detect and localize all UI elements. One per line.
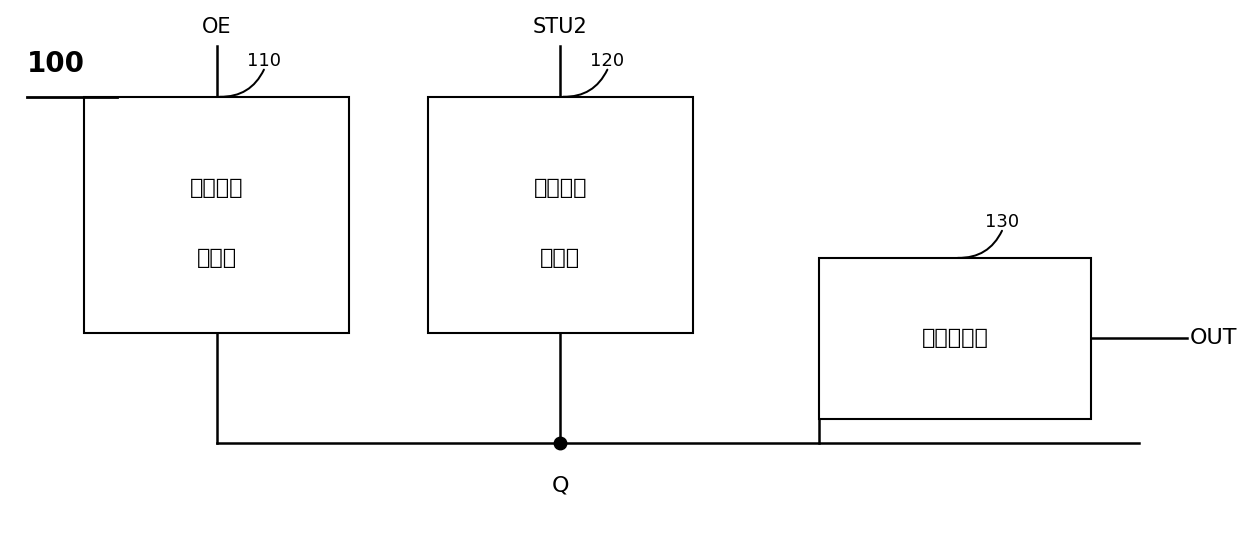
Text: 输出子电路: 输出子电路 bbox=[921, 328, 988, 349]
Text: 110: 110 bbox=[247, 52, 281, 70]
Text: 子电路: 子电路 bbox=[197, 248, 237, 268]
Text: 显示输入: 显示输入 bbox=[533, 178, 587, 198]
Text: 消隐输入: 消隐输入 bbox=[190, 178, 243, 198]
Text: Q: Q bbox=[552, 475, 569, 495]
Text: OE: OE bbox=[202, 17, 232, 37]
Bar bbox=[428, 97, 693, 333]
Text: 子电路: 子电路 bbox=[541, 248, 580, 268]
Text: OUT: OUT bbox=[1189, 328, 1236, 349]
Bar bbox=[84, 97, 350, 333]
Text: 120: 120 bbox=[590, 52, 625, 70]
Text: 130: 130 bbox=[985, 213, 1019, 231]
Text: 100: 100 bbox=[26, 50, 84, 78]
Text: STU2: STU2 bbox=[533, 17, 588, 37]
Bar bbox=[820, 258, 1090, 419]
